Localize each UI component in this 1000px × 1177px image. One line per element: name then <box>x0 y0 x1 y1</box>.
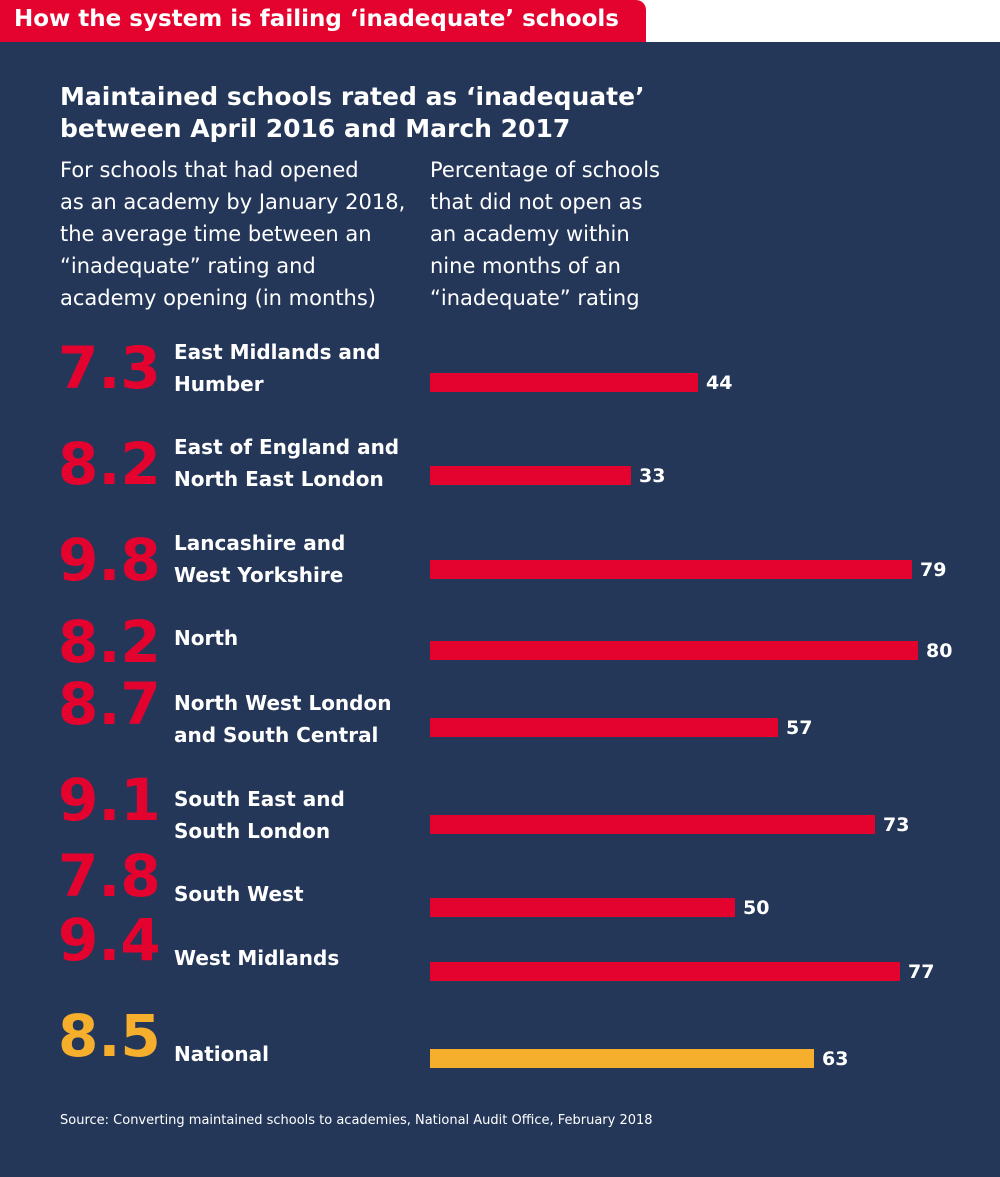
desc-line: the average time between an <box>60 222 372 246</box>
right-column-description: Percentage of schools that did not open … <box>430 154 660 314</box>
bar-value-label: 73 <box>883 814 910 836</box>
region-months-value: 8.2 <box>58 430 161 498</box>
region-bar <box>430 641 918 660</box>
region-bar <box>430 466 631 485</box>
region-label-line: North East London <box>174 467 384 491</box>
region-months-value: 9.1 <box>58 766 161 834</box>
region-months-value: 8.7 <box>58 670 161 738</box>
region-label: North <box>174 622 238 654</box>
national-bar <box>430 1049 814 1068</box>
region-label-line: East of England and <box>174 435 400 459</box>
chart-title-line2: between April 2016 and March 2017 <box>60 114 571 143</box>
region-bar <box>430 815 875 834</box>
header-banner: How the system is failing ‘inadequate’ s… <box>0 0 646 42</box>
national-label: National <box>174 1038 269 1070</box>
region-label-line: East Midlands and <box>174 340 381 364</box>
region-months-value: 9.8 <box>58 526 161 594</box>
region-label-line: West Yorkshire <box>174 563 344 587</box>
desc-line: “inadequate” rating <box>430 286 640 310</box>
desc-line: For schools that had opened <box>60 158 359 182</box>
region-label-line: North West London <box>174 691 392 715</box>
desc-line: Percentage of schools <box>430 158 660 182</box>
region-label-line: Humber <box>174 372 264 396</box>
national-months-value: 8.5 <box>58 1002 161 1070</box>
desc-line: that did not open as <box>430 190 643 214</box>
desc-line: “inadequate” rating and <box>60 254 316 278</box>
region-label-line: South West <box>174 882 304 906</box>
region-label-line: West Midlands <box>174 946 340 970</box>
region-label-line: Lancashire and <box>174 531 346 555</box>
left-column-description: For schools that had opened as an academ… <box>60 154 405 314</box>
region-label-line: National <box>174 1042 269 1066</box>
region-label: East Midlands and Humber <box>174 336 380 400</box>
bar-value-label: 77 <box>908 961 935 983</box>
bar-value-label: 33 <box>639 465 666 487</box>
bar-value-label: 79 <box>920 559 947 581</box>
region-bar <box>430 718 778 737</box>
desc-line: nine months of an <box>430 254 621 278</box>
region-label: East of England and North East London <box>174 431 399 495</box>
region-months-value: 7.3 <box>58 334 161 402</box>
source-note: Source: Converting maintained schools to… <box>60 1113 653 1128</box>
region-months-value: 8.2 <box>58 608 161 676</box>
region-label: Lancashire and West Yorkshire <box>174 527 345 591</box>
region-label: South East and South London <box>174 783 345 847</box>
bar-value-label: 80 <box>926 640 953 662</box>
region-bar <box>430 898 735 917</box>
region-bar <box>430 560 912 579</box>
banner-title: How the system is failing ‘inadequate’ s… <box>14 6 619 32</box>
region-bar <box>430 373 698 392</box>
region-label-line: South London <box>174 819 331 843</box>
region-bar <box>430 962 900 981</box>
bar-value-label: 50 <box>743 897 770 919</box>
region-label: West Midlands <box>174 942 339 974</box>
desc-line: as an academy by January 2018, <box>60 190 406 214</box>
chart-title-line1: Maintained schools rated as ‘inadequate’ <box>60 82 645 111</box>
desc-line: academy opening (in months) <box>60 286 376 310</box>
national-bar-value: 63 <box>822 1048 849 1070</box>
region-label-line: and South Central <box>174 723 379 747</box>
bar-value-label: 44 <box>706 372 733 394</box>
region-months-value: 9.4 <box>58 906 161 974</box>
bar-value-label: 57 <box>786 717 813 739</box>
region-label: South West <box>174 878 304 910</box>
chart-panel <box>0 42 1000 1177</box>
desc-line: an academy within <box>430 222 630 246</box>
region-months-value: 7.8 <box>58 842 161 910</box>
region-label: North West London and South Central <box>174 687 391 751</box>
region-label-line: South East and <box>174 787 345 811</box>
region-label-line: North <box>174 626 239 650</box>
